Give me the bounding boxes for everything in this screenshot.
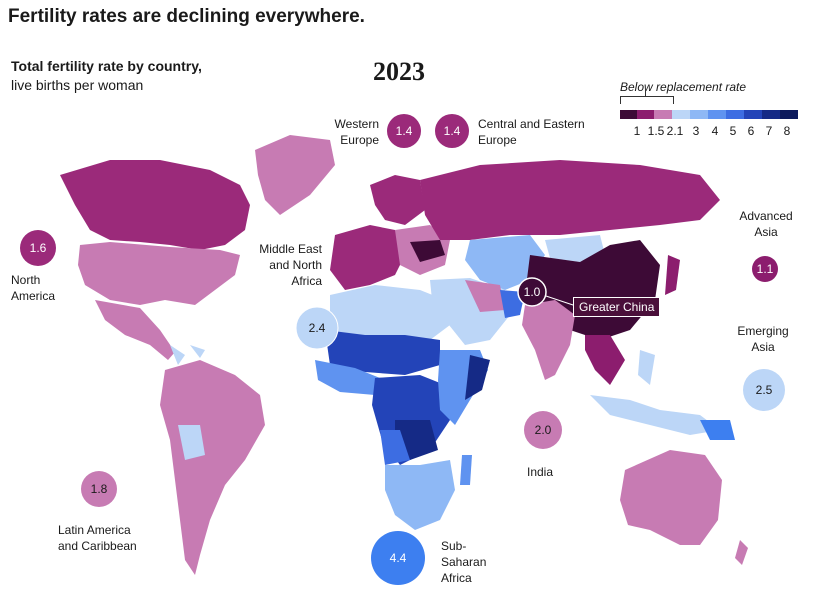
region-png (700, 420, 735, 440)
legend-tick-label: 4 (711, 124, 719, 138)
legend-swatch (637, 110, 654, 119)
legend-tick-label: 8 (783, 124, 791, 138)
legend-swatch (690, 110, 708, 119)
label-text: India (527, 465, 554, 479)
bubble-emerging-asia: 2.5 (743, 369, 785, 411)
bubble-value: 2.5 (756, 383, 773, 397)
bubble-value: 2.0 (535, 423, 552, 437)
bubble-india: 2.0 (524, 411, 562, 449)
region-scandinavia (370, 175, 425, 225)
legend-bracket-tick (645, 89, 646, 96)
label-ssa: Sub-Saharan Africa (441, 538, 497, 586)
region-canada (60, 160, 250, 250)
label-text: Sub-Saharan Africa (441, 539, 487, 585)
region-mongolia (545, 235, 605, 262)
region-west-africa (315, 360, 380, 395)
year-label: 2023 (373, 57, 425, 86)
label-greater-china: Greater China (573, 297, 661, 317)
region-bolivia (178, 425, 205, 460)
label-text: Emerging Asia (737, 324, 789, 354)
region-north-africa (330, 285, 450, 340)
label-western-europe: Western Europe (325, 116, 379, 148)
label-india: India (527, 464, 567, 480)
region-usa (78, 242, 240, 305)
region-sahel (325, 330, 440, 375)
label-advanced-asia: Advanced Asia (730, 208, 802, 240)
label-central-eastern-europe: Central and Eastern Europe (478, 116, 588, 148)
region-japan (665, 255, 680, 295)
region-western-europe (330, 225, 405, 290)
bubble-value: 1.4 (444, 124, 461, 138)
region-greenland (255, 135, 335, 215)
label-emerging-asia: Emerging Asia (728, 323, 798, 355)
bubble-latam: 1.8 (81, 471, 117, 507)
bubble-greater-china: 1.0 (517, 277, 574, 307)
chart-subtitle: Total fertility rate by country, (11, 58, 202, 74)
region-india (522, 300, 575, 380)
label-text: Latin America and Caribbean (58, 523, 137, 553)
bubble-ssa: 4.4 (371, 531, 425, 585)
legend-tick-label: 1.5 (647, 124, 665, 138)
bubble-mena: 2.4 (295, 306, 339, 350)
bubble-value: 1.1 (757, 262, 774, 276)
label-north-america: North America (11, 272, 71, 304)
region-mexico (95, 300, 175, 360)
bubble-value: 2.4 (309, 321, 326, 335)
label-text: Western Europe (334, 117, 379, 147)
legend-swatch (762, 110, 780, 119)
label-text: Advanced Asia (739, 209, 793, 239)
legend-swatch (744, 110, 762, 119)
legend-tick-label: 2.1 (666, 124, 684, 138)
legend-tick-label: 6 (747, 124, 755, 138)
legend-swatch (708, 110, 726, 119)
label-latam: Latin America and Caribbean (58, 522, 144, 554)
region-indonesia (590, 395, 720, 435)
region-australia (620, 450, 722, 545)
legend-bracket (620, 96, 674, 104)
region-ukraine (410, 240, 445, 262)
label-text: Middle East and North Africa (259, 242, 322, 288)
chart-title: Fertility rates are declining everywhere… (8, 6, 365, 27)
chart-subtitle-unit: live births per woman (11, 77, 144, 93)
bubble-western-europe: 1.4 (387, 114, 421, 148)
region-madagascar (460, 455, 472, 485)
region-angola (380, 430, 410, 465)
region-south-america (160, 360, 265, 575)
bubble-value: 4.4 (390, 551, 407, 565)
region-philippines (638, 350, 655, 385)
legend-swatch (620, 110, 637, 119)
bubble-value: 1.4 (396, 124, 413, 138)
bubble-value: 1.8 (91, 482, 108, 496)
legend-swatch (672, 110, 690, 119)
region-mainland-sea (585, 335, 625, 385)
region-caribbean (170, 345, 205, 365)
label-text: Central and Eastern Europe (478, 117, 585, 147)
bubble-value: 1.6 (30, 241, 47, 255)
legend-tick-label: 3 (692, 124, 700, 138)
legend-swatches (620, 110, 798, 119)
region-central-asia (465, 235, 545, 290)
region-southern-africa (385, 460, 455, 530)
legend-swatch (780, 110, 798, 119)
label-mena: Middle East and North Africa (244, 241, 322, 289)
region-new-zealand (735, 540, 748, 565)
legend-labels: 1 1.5 2.1 3 4 5 6 7 8 (620, 124, 810, 140)
bubble-central-eastern-europe: 1.4 (435, 114, 469, 148)
region-russia (420, 160, 720, 240)
legend-swatch (726, 110, 744, 119)
region-somalia (465, 355, 490, 400)
legend-note: Below replacement rate (620, 80, 747, 94)
bubble-value: 1.0 (524, 285, 541, 299)
legend-tick-label: 5 (729, 124, 737, 138)
bubble-north-america: 1.6 (20, 230, 56, 266)
region-iran (465, 280, 505, 312)
legend-tick-label: 1 (633, 124, 641, 138)
legend-tick-label: 7 (765, 124, 773, 138)
label-text: North America (11, 273, 56, 303)
legend-swatch (654, 110, 672, 119)
bubble-advanced-asia: 1.1 (752, 256, 778, 282)
